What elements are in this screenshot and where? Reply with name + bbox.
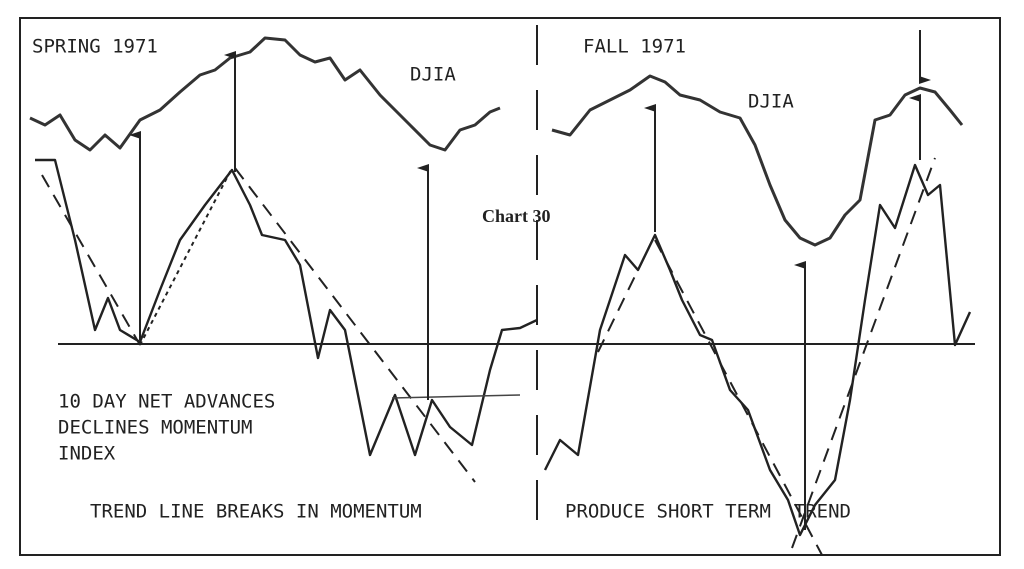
trend-line — [791, 157, 936, 549]
caption: TREND LINE BREAKS IN MOMENTUM — [90, 501, 422, 523]
trend-line — [139, 167, 233, 346]
djia-left — [29, 36, 501, 152]
momentum-left — [35, 158, 538, 457]
momentum-label: INDEX — [58, 443, 116, 465]
momentum-label: 10 DAY NET ADVANCES — [58, 391, 275, 413]
period-label: FALL 1971 — [583, 36, 686, 58]
momentum-label: DECLINES MOMENTUM — [58, 417, 252, 439]
breakout-line — [391, 394, 521, 399]
trend-line — [41, 174, 141, 346]
caption: PRODUCE SHORT TERM TREND — [565, 501, 851, 523]
index-label: DJIA — [748, 91, 794, 113]
index-label: DJIA — [410, 64, 456, 86]
chart-number: Chart 30 — [482, 206, 551, 226]
trend-line — [654, 239, 823, 556]
momentum-right — [543, 163, 972, 537]
trend-line — [234, 167, 476, 483]
djia-right — [551, 74, 964, 247]
frame — [19, 17, 1001, 556]
period-label: SPRING 1971 — [32, 36, 158, 58]
